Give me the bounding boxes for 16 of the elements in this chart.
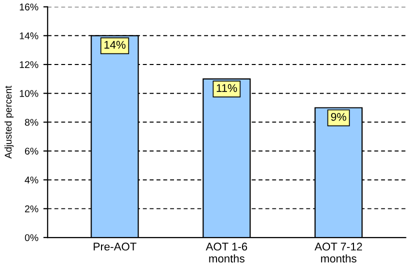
y-tick-label: 4% [24, 176, 38, 184]
y-tick-label: 14% [20, 32, 38, 40]
data-label: 9% [331, 112, 346, 121]
y-tick-label: 12% [20, 61, 38, 68]
y-tick-label: 2% [25, 205, 38, 212]
data-label: 14% [104, 40, 126, 49]
y-tick-label: 6% [25, 148, 38, 155]
y-tick-label: 8% [24, 118, 38, 126]
y-tick-label: 10% [20, 90, 38, 97]
x-tick-label: Pre-AOT [94, 242, 136, 251]
data-label: 11% [216, 84, 237, 92]
y-axis-title: Adjusted percent [4, 86, 14, 159]
x-tick-label: AOT 7-12 months [314, 242, 362, 262]
y-tick-label: 16% [20, 4, 38, 10]
x-tick-label: AOT 1-6 months [206, 242, 248, 262]
y-tick-label: 0% [24, 234, 38, 242]
